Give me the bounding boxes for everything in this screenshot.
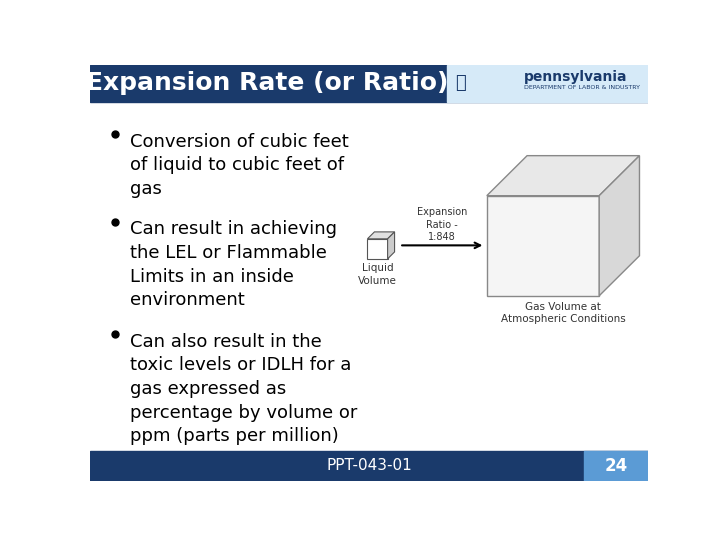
Text: PPT-043-01: PPT-043-01 — [326, 458, 412, 474]
Text: Can result in achieving
the LEL or Flammable
Limits in an inside
environment: Can result in achieving the LEL or Flamm… — [130, 220, 337, 309]
Polygon shape — [367, 232, 395, 239]
Bar — [90, 451, 648, 481]
Text: Conversion of cubic feet
of liquid to cubic feet of
gas: Conversion of cubic feet of liquid to cu… — [130, 132, 349, 198]
Text: pennsylvania: pennsylvania — [524, 70, 628, 84]
Text: Expansion Rate (or Ratio): Expansion Rate (or Ratio) — [86, 71, 448, 95]
Bar — [585, 451, 648, 481]
Text: 24: 24 — [605, 457, 628, 475]
Text: Can also result in the
toxic levels or IDLH for a
gas expressed as
percentage by: Can also result in the toxic levels or I… — [130, 333, 358, 445]
Polygon shape — [367, 239, 387, 259]
Text: Expansion
Ratio -
1:848: Expansion Ratio - 1:848 — [417, 207, 467, 242]
Bar — [446, 65, 648, 102]
Polygon shape — [487, 195, 599, 296]
Bar — [90, 102, 648, 451]
Text: ⛵: ⛵ — [455, 75, 466, 92]
Text: DEPARTMENT OF LABOR & INDUSTRY: DEPARTMENT OF LABOR & INDUSTRY — [524, 85, 640, 90]
Polygon shape — [599, 156, 639, 296]
Text: Gas Volume at
Atmospheric Conditions: Gas Volume at Atmospheric Conditions — [501, 302, 626, 325]
Polygon shape — [387, 232, 395, 259]
Text: Liquid
Volume: Liquid Volume — [358, 264, 397, 286]
Polygon shape — [487, 156, 639, 195]
Bar — [90, 65, 648, 102]
